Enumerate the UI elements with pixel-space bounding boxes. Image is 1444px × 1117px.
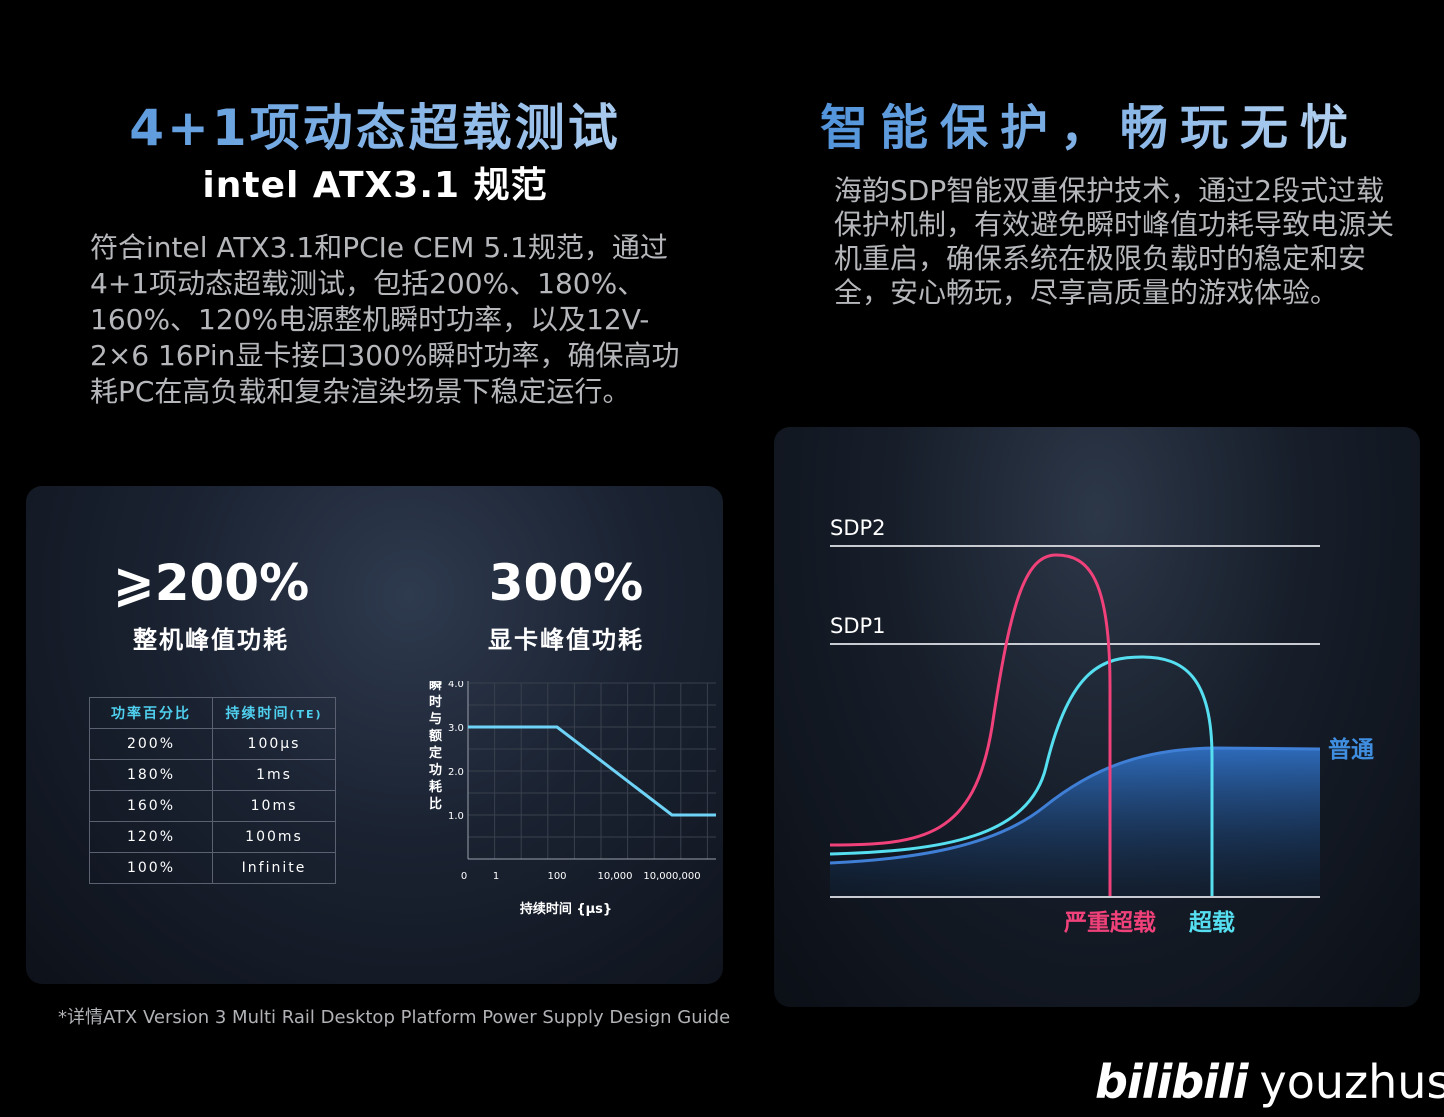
normal-label: 普通: [1328, 736, 1374, 763]
power-ratio-chart: 瞬时与额定功耗比 4.0 3.0 2.0 1.0 0 1 100 10,000 10,000,0…: [428, 681, 716, 917]
right-paragraph: 海韵SDP智能双重保护技术，通过2段式过载保护机制，有效避免瞬时峰值功耗导致电源…: [834, 174, 1395, 309]
x-tick-label: 10,000,000: [643, 871, 700, 882]
stat-system-value: ⩾200%: [112, 554, 310, 612]
overload-curve: [829, 655, 1214, 897]
y-tick-label: 4.0: [448, 681, 464, 690]
y-tick-label: 1.0: [448, 811, 464, 822]
footnote: *详情ATX Version 3 Multi Rail Desktop Plat…: [58, 1007, 731, 1028]
overload-label: 超载: [1189, 910, 1235, 936]
x-tick-label: 100: [547, 871, 566, 882]
y-tick-label: 3.0: [448, 723, 464, 734]
x-tick-label: 10,000: [598, 871, 633, 882]
overload-table: 功率百分比 持续时间(TE) 200% 100µs 180% 1ms 160% 10m…: [89, 697, 336, 884]
x-tick-label: 1: [493, 871, 499, 882]
series-line: [468, 725, 716, 817]
right-title: 智能保护，畅玩无忧: [780, 88, 1400, 158]
severe-overload-curve: [829, 553, 1112, 897]
left-title: 4+1项动态超载测试: [0, 88, 750, 160]
chart-ylabel: 瞬时与额定功耗比: [428, 681, 442, 812]
severe-overload-label: 严重超载: [1064, 910, 1156, 936]
table-row: 180% 1ms: [89, 759, 336, 791]
protection-chart: SDP2 SDP1 普通 严重超载 超载: [829, 516, 1374, 936]
y-tick-label: 2.0: [448, 767, 464, 778]
protection-panel: SDP2 SDP1 普通 严重超载 超载: [774, 427, 1420, 1007]
bilibili-logo: bilibili: [1095, 1055, 1248, 1109]
watermark: bilibiliyouzhusky: [1095, 1055, 1444, 1109]
watermark-user: youzhusky: [1259, 1055, 1444, 1109]
table-header-power: 功率百分比: [89, 697, 213, 729]
table-row: 160% 10ms: [89, 790, 336, 822]
overload-panel: ⩾200% 整机峰值功耗 300% 显卡峰值功耗 功率百分比 持续时间(TE) …: [26, 486, 723, 984]
stat-gpu-value: 300%: [488, 554, 644, 612]
stat-system-caption: 整机峰值功耗: [133, 626, 289, 654]
table-row: 200% 100µs: [89, 728, 336, 760]
left-paragraph: 符合intel ATX3.1和PCIe CEM 5.1规范，通过4+1项动态超载…: [90, 231, 680, 408]
table-row: 120% 100ms: [89, 821, 336, 853]
stat-gpu-caption: 显卡峰值功耗: [488, 626, 644, 654]
table-row: 100% Infinite: [89, 852, 336, 884]
normal-area: [830, 748, 1320, 897]
x-tick-label: 0: [461, 871, 467, 882]
chart-xlabel: 持续时间 {µs}: [520, 901, 612, 917]
table-header-duration: 持续时间(TE): [212, 697, 336, 729]
left-subtitle: intel ATX3.1 规范: [202, 165, 548, 206]
normal-curve: [829, 746, 1321, 865]
chart-grid: [467, 681, 716, 860]
sdp2-label: SDP2: [830, 516, 886, 540]
sdp1-label: SDP1: [830, 614, 886, 638]
